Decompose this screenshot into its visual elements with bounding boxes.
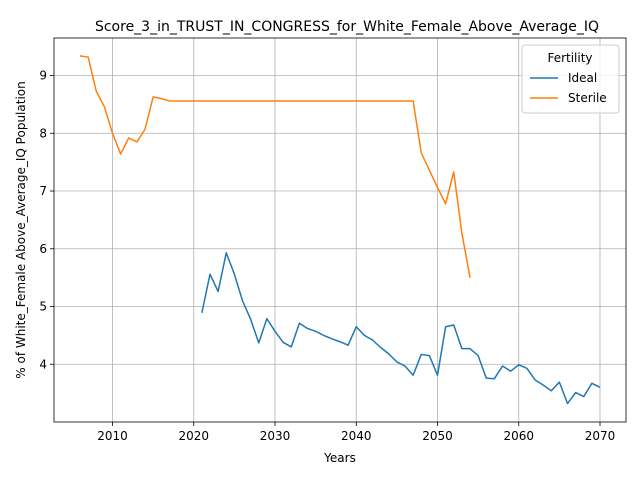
chart-title: Score_3_in_TRUST_IN_CONGRESS_for_White_F… <box>95 19 599 35</box>
y-axis-ticks: 4 5 6 7 8 9 <box>39 69 54 371</box>
x-tick-label: 2040 <box>341 429 372 443</box>
x-tick-label: 2010 <box>97 429 128 443</box>
y-tick-label: 6 <box>39 242 47 256</box>
legend-title: Fertility <box>547 51 592 65</box>
x-axis-ticks: 2010 2020 2030 2040 2050 2060 2070 <box>97 422 615 443</box>
plot-area-frame <box>53 37 627 423</box>
y-tick-label: 9 <box>39 69 47 83</box>
series-layer <box>79 55 601 405</box>
y-tick-label: 7 <box>39 184 47 198</box>
x-tick-label: 2070 <box>585 429 616 443</box>
y-tick-label: 5 <box>39 300 47 314</box>
series-line-ideal <box>201 252 601 405</box>
legend-label-ideal: Ideal <box>568 71 597 85</box>
y-axis-label: % of White_Female Above_Average_IQ Popul… <box>14 81 28 378</box>
y-tick-label: 8 <box>39 126 47 140</box>
legend-label-sterile: Sterile <box>568 91 607 105</box>
y-tick-label: 4 <box>39 357 47 371</box>
x-tick-label: 2030 <box>260 429 291 443</box>
x-tick-label: 2050 <box>422 429 453 443</box>
x-axis-label: Years <box>323 451 356 465</box>
x-tick-label: 2020 <box>178 429 209 443</box>
legend-box <box>521 44 620 114</box>
series-line-sterile <box>79 55 471 278</box>
grid-lines <box>54 38 626 422</box>
legend: Fertility Ideal Sterile <box>521 44 620 114</box>
x-tick-label: 2060 <box>503 429 534 443</box>
